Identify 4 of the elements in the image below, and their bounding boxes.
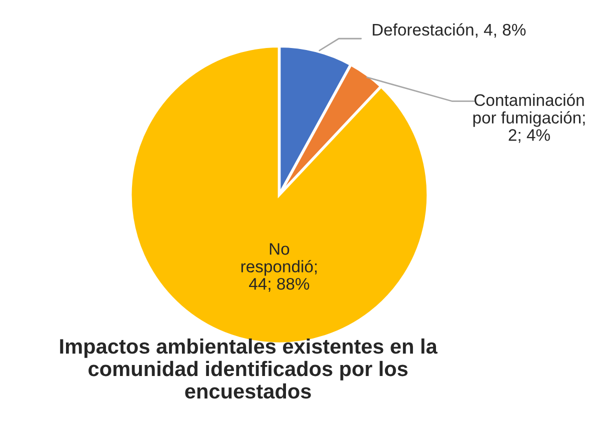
slice-label: Deforestación, 4, 8%: [372, 23, 526, 38]
text: Impactos ambientales existentes en la comunidad identificados por los encuestados: [60, 338, 438, 399]
slice-label: No respondió; 44; 88%: [241, 243, 317, 292]
slice-label: Contaminación por fumigación; 2; 4%: [473, 94, 585, 143]
